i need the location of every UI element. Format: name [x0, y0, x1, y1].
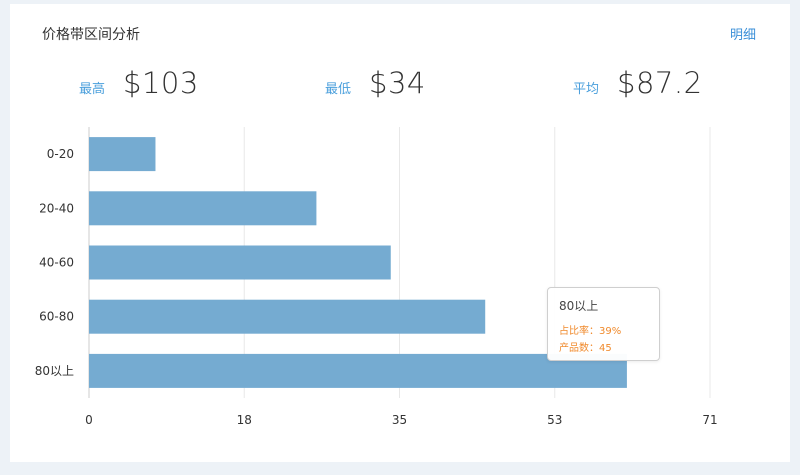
x-tick-label: 71 [702, 413, 717, 427]
detail-link[interactable]: 明细 [729, 28, 756, 43]
tooltip-title: 80以上 [559, 299, 599, 313]
x-tick-label: 35 [392, 413, 407, 427]
bar [89, 191, 317, 226]
y-tick-label: 0-20 [47, 147, 74, 161]
x-tick-label: 53 [547, 413, 562, 427]
x-tick-label: 18 [237, 413, 252, 427]
stat-avg: 平均 $87.2 [573, 66, 703, 100]
bar [89, 245, 391, 280]
stat-max-label: 最高 [79, 82, 106, 97]
stat-max-value: $103 [123, 66, 199, 100]
bar [89, 299, 486, 334]
bar [89, 137, 156, 172]
tooltip-count: 产品数：45 [559, 343, 612, 354]
stat-min-value: $34 [369, 66, 426, 100]
y-tick-label: 60-80 [39, 310, 74, 324]
stat-min-label: 最低 [325, 82, 352, 97]
chart-tooltip: 80以上 占比率：39% 产品数：45 [547, 287, 660, 361]
x-tick-label: 0 [85, 413, 93, 427]
bar [89, 353, 627, 388]
y-tick-label: 80以上 [35, 364, 74, 378]
stat-avg-label: 平均 [573, 82, 600, 97]
y-tick-label: 20-40 [39, 201, 74, 215]
stat-max: 最高 $103 [79, 66, 199, 100]
tooltip-ratio: 占比率：39% [559, 326, 622, 337]
stat-min: 最低 $34 [325, 66, 426, 100]
y-tick-label: 40-60 [39, 256, 74, 270]
stat-avg-value: $87.2 [617, 66, 703, 100]
page-title: 价格带区间分析 [42, 27, 140, 43]
